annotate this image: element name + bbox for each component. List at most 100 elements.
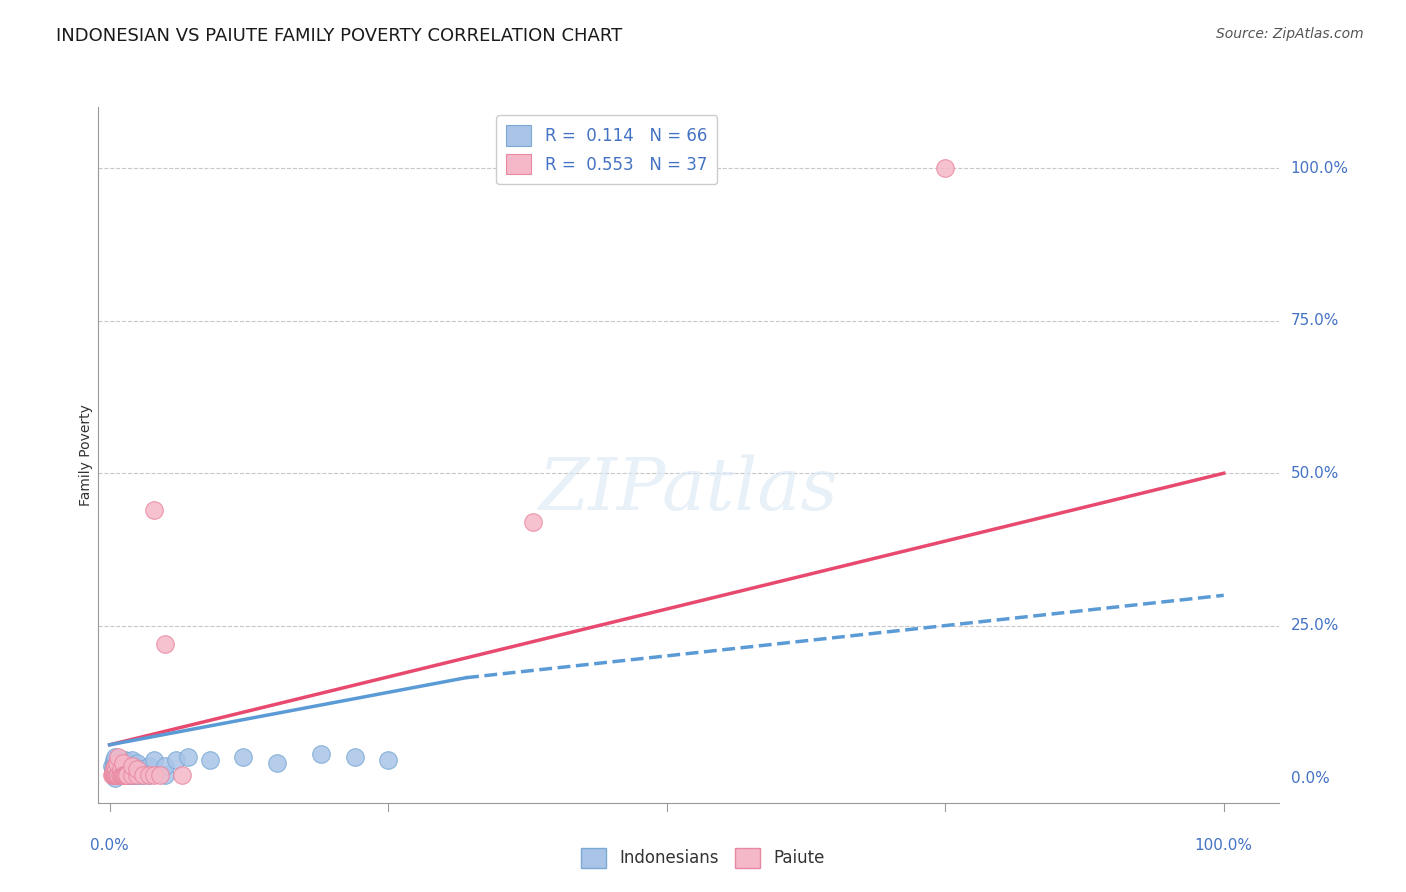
Point <box>118 756 141 771</box>
Point <box>103 768 125 782</box>
Point <box>143 768 166 782</box>
Point <box>110 756 132 771</box>
Point <box>108 759 131 773</box>
Point <box>127 756 149 771</box>
Point <box>121 768 143 782</box>
Point <box>112 768 135 782</box>
Text: 100.0%: 100.0% <box>1291 161 1348 176</box>
Point <box>121 753 143 767</box>
Point <box>138 768 160 782</box>
Point <box>104 765 127 780</box>
Text: 25.0%: 25.0% <box>1291 618 1339 633</box>
Point <box>138 768 160 782</box>
Point <box>107 768 129 782</box>
Point <box>198 753 221 767</box>
Point <box>101 768 124 782</box>
Point <box>115 768 138 782</box>
Point <box>101 762 124 776</box>
Point <box>105 756 128 771</box>
Point <box>105 768 128 782</box>
Text: 75.0%: 75.0% <box>1291 313 1339 328</box>
Point <box>232 750 254 764</box>
Point <box>105 765 128 780</box>
Point <box>343 750 366 764</box>
Point <box>107 765 129 780</box>
Point <box>143 503 166 517</box>
Point <box>309 747 332 761</box>
Point <box>103 762 125 776</box>
Legend: Indonesians, Paiute: Indonesians, Paiute <box>574 841 832 875</box>
Point <box>127 768 149 782</box>
Point <box>105 762 128 776</box>
Text: INDONESIAN VS PAIUTE FAMILY POVERTY CORRELATION CHART: INDONESIAN VS PAIUTE FAMILY POVERTY CORR… <box>56 27 623 45</box>
Point <box>155 759 177 773</box>
Point <box>104 765 127 780</box>
Point <box>101 759 124 773</box>
Point <box>266 756 288 771</box>
Text: 0.0%: 0.0% <box>90 838 129 853</box>
Point <box>108 768 131 782</box>
Point <box>132 762 155 776</box>
Point <box>117 768 139 782</box>
Point <box>104 750 127 764</box>
Point <box>114 768 136 782</box>
Point <box>127 768 149 782</box>
Point <box>105 759 128 773</box>
Point <box>111 756 134 771</box>
Point <box>105 768 128 782</box>
Point <box>105 768 128 782</box>
Point <box>104 768 127 782</box>
Point <box>104 759 127 773</box>
Point <box>103 768 125 782</box>
Point <box>117 765 139 780</box>
Point <box>101 765 124 780</box>
Point <box>176 750 198 764</box>
Point <box>111 768 134 782</box>
Point <box>110 762 132 776</box>
Point <box>122 759 145 773</box>
Point <box>112 768 135 782</box>
Point <box>138 759 160 773</box>
Point <box>165 753 187 767</box>
Point <box>111 768 134 782</box>
Point <box>114 768 136 782</box>
Point <box>121 765 143 780</box>
Text: ZIPatlas: ZIPatlas <box>538 454 839 525</box>
Point <box>108 768 131 782</box>
Text: 0.0%: 0.0% <box>1291 771 1329 786</box>
Point <box>121 768 143 782</box>
Point <box>111 768 134 782</box>
Point <box>111 765 134 780</box>
Y-axis label: Family Poverty: Family Poverty <box>79 404 93 506</box>
Point <box>105 756 128 771</box>
Point <box>149 768 172 782</box>
Point <box>107 768 129 782</box>
Point <box>110 768 132 782</box>
Point <box>115 768 138 782</box>
Point <box>111 762 134 776</box>
Point <box>107 750 129 764</box>
Point <box>105 768 128 782</box>
Point <box>132 768 155 782</box>
Point <box>129 768 152 782</box>
Text: Source: ZipAtlas.com: Source: ZipAtlas.com <box>1216 27 1364 41</box>
Point <box>522 515 544 529</box>
Point <box>377 753 399 767</box>
Point <box>112 759 135 773</box>
Point <box>110 762 132 776</box>
Point <box>110 768 132 782</box>
Point <box>122 768 145 782</box>
Point <box>118 768 141 782</box>
Point <box>170 768 193 782</box>
Point <box>934 161 956 175</box>
Point <box>104 768 127 782</box>
Point <box>104 753 127 767</box>
Point <box>127 765 149 780</box>
Point <box>155 637 177 651</box>
Point <box>103 753 125 767</box>
Point <box>105 762 128 776</box>
Point <box>111 768 134 782</box>
Point <box>127 762 149 776</box>
Point <box>101 768 124 782</box>
Point <box>104 772 127 786</box>
